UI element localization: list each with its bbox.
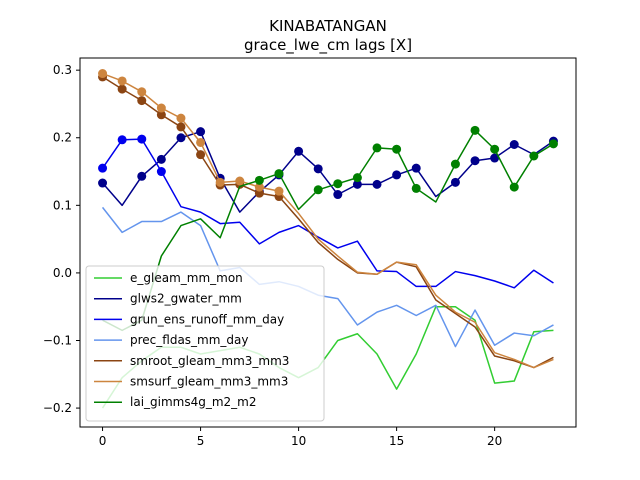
- series-point-lai_gimms4g_m2_m2: [254, 175, 264, 185]
- series-point-grun_ens_runoff_mm_day: [156, 167, 166, 177]
- legend-box: [85, 265, 325, 422]
- x-tick-label: 10: [291, 434, 306, 448]
- series-line-glws2_gwater_mm: [101, 130, 554, 213]
- series-point-glws2_gwater_mm: [98, 178, 108, 188]
- series-point-glws2_gwater_mm: [294, 146, 304, 156]
- x-tick-label: 5: [197, 434, 205, 448]
- series-point-lai_gimms4g_m2_m2: [313, 185, 323, 195]
- x-axis: 0 5 10 15 20: [99, 427, 502, 448]
- series-point-smroot_gleam_mm3_mm3: [117, 84, 127, 94]
- series-point-smsurf_gleam_mm3_mm3: [117, 76, 127, 86]
- series-line-prec_fldas_mm_day: [101, 206, 554, 348]
- legend-label: grun_ens_runoff_mm_day: [130, 312, 284, 326]
- series-line-lai_gimms4g_m2_m2: [102, 129, 554, 332]
- series-point-glws2_gwater_mm: [490, 153, 500, 163]
- y-axis: −0.2 −0.1 0.0 0.1 0.2 0.3: [43, 63, 80, 415]
- series-point-glws2_gwater_mm: [313, 164, 323, 174]
- y-tick-label: 0.2: [53, 131, 72, 145]
- legend-label: smsurf_gleam_mm3_mm3: [130, 375, 288, 389]
- series-point-lai_gimms4g_m2_m2: [333, 179, 343, 189]
- series-point-smroot_gleam_mm3_mm3: [196, 150, 206, 160]
- legend-label: prec_fldas_mm_day: [130, 333, 249, 347]
- series-point-glws2_gwater_mm: [470, 156, 480, 166]
- series-point-lai_gimms4g_m2_m2: [490, 144, 500, 154]
- y-tick-label: −0.2: [43, 401, 72, 415]
- series-point-glws2_gwater_mm: [333, 190, 343, 200]
- series-layer: [98, 69, 558, 409]
- series-point-smsurf_gleam_mm3_mm3: [274, 186, 284, 196]
- legend-label: smroot_gleam_mm3_mm3: [130, 354, 289, 368]
- chart-subtitle: grace_lwe_cm lags [X]: [244, 36, 412, 55]
- series-line-grun_ens_runoff_mm_day: [101, 138, 554, 289]
- series-point-lai_gimms4g_m2_m2: [372, 143, 382, 153]
- series-point-smsurf_gleam_mm3_mm3: [196, 137, 206, 147]
- series-point-smsurf_gleam_mm3_mm3: [137, 87, 147, 97]
- series-point-glws2_gwater_mm: [176, 133, 186, 143]
- series-point-lai_gimms4g_m2_m2: [529, 151, 539, 161]
- series-point-glws2_gwater_mm: [372, 179, 382, 189]
- legend-label: lai_gimms4g_m2_m2: [130, 395, 257, 409]
- series-point-smsurf_gleam_mm3_mm3: [176, 113, 186, 123]
- series-point-lai_gimms4g_m2_m2: [392, 144, 402, 154]
- series-point-glws2_gwater_mm: [392, 170, 402, 180]
- series-point-grun_ens_runoff_mm_day: [137, 134, 147, 144]
- chart-title: KINABATANGAN: [269, 17, 387, 35]
- series-point-lai_gimms4g_m2_m2: [274, 169, 284, 179]
- series-point-glws2_gwater_mm: [352, 179, 362, 189]
- series-point-smsurf_gleam_mm3_mm3: [215, 177, 225, 187]
- series-point-lai_gimms4g_m2_m2: [411, 183, 421, 193]
- y-tick-label: 0.0: [53, 266, 72, 280]
- series-point-glws2_gwater_mm: [509, 140, 519, 150]
- x-tick-label: 20: [487, 434, 502, 448]
- x-tick-label: 15: [389, 434, 404, 448]
- series-point-smsurf_gleam_mm3_mm3: [235, 176, 245, 186]
- plot-frame: [79, 57, 577, 428]
- x-tick-label: 0: [99, 434, 107, 448]
- series-point-lai_gimms4g_m2_m2: [450, 159, 460, 169]
- y-tick-label: −0.1: [43, 333, 72, 347]
- series-point-glws2_gwater_mm: [450, 177, 460, 187]
- legend-label: glws2_gwater_mm: [130, 292, 242, 306]
- series-point-lai_gimms4g_m2_m2: [352, 173, 362, 183]
- series-point-lai_gimms4g_m2_m2: [548, 139, 558, 149]
- series-point-smroot_gleam_mm3_mm3: [176, 122, 186, 132]
- series-point-grun_ens_runoff_mm_day: [117, 135, 127, 145]
- legend: e_gleam_mm_mon glws2_gwater_mm grun_ens_ru…: [85, 265, 325, 422]
- series-point-smsurf_gleam_mm3_mm3: [156, 103, 166, 113]
- series-point-smroot_gleam_mm3_mm3: [156, 110, 166, 120]
- y-tick-label: 0.3: [53, 63, 72, 77]
- series-point-glws2_gwater_mm: [196, 127, 206, 137]
- legend-label: e_gleam_mm_mon: [130, 271, 243, 285]
- series-point-glws2_gwater_mm: [156, 154, 166, 164]
- series-point-glws2_gwater_mm: [411, 163, 421, 173]
- series-point-glws2_gwater_mm: [137, 171, 147, 181]
- series-point-grun_ens_runoff_mm_day: [98, 163, 108, 173]
- series-point-smsurf_gleam_mm3_mm3: [98, 69, 108, 79]
- series-point-smsurf_gleam_mm3_mm3: [254, 182, 264, 192]
- series-point-lai_gimms4g_m2_m2: [509, 182, 519, 192]
- y-tick-label: 0.1: [53, 198, 72, 212]
- series-point-lai_gimms4g_m2_m2: [470, 125, 480, 135]
- series-point-smroot_gleam_mm3_mm3: [137, 96, 147, 106]
